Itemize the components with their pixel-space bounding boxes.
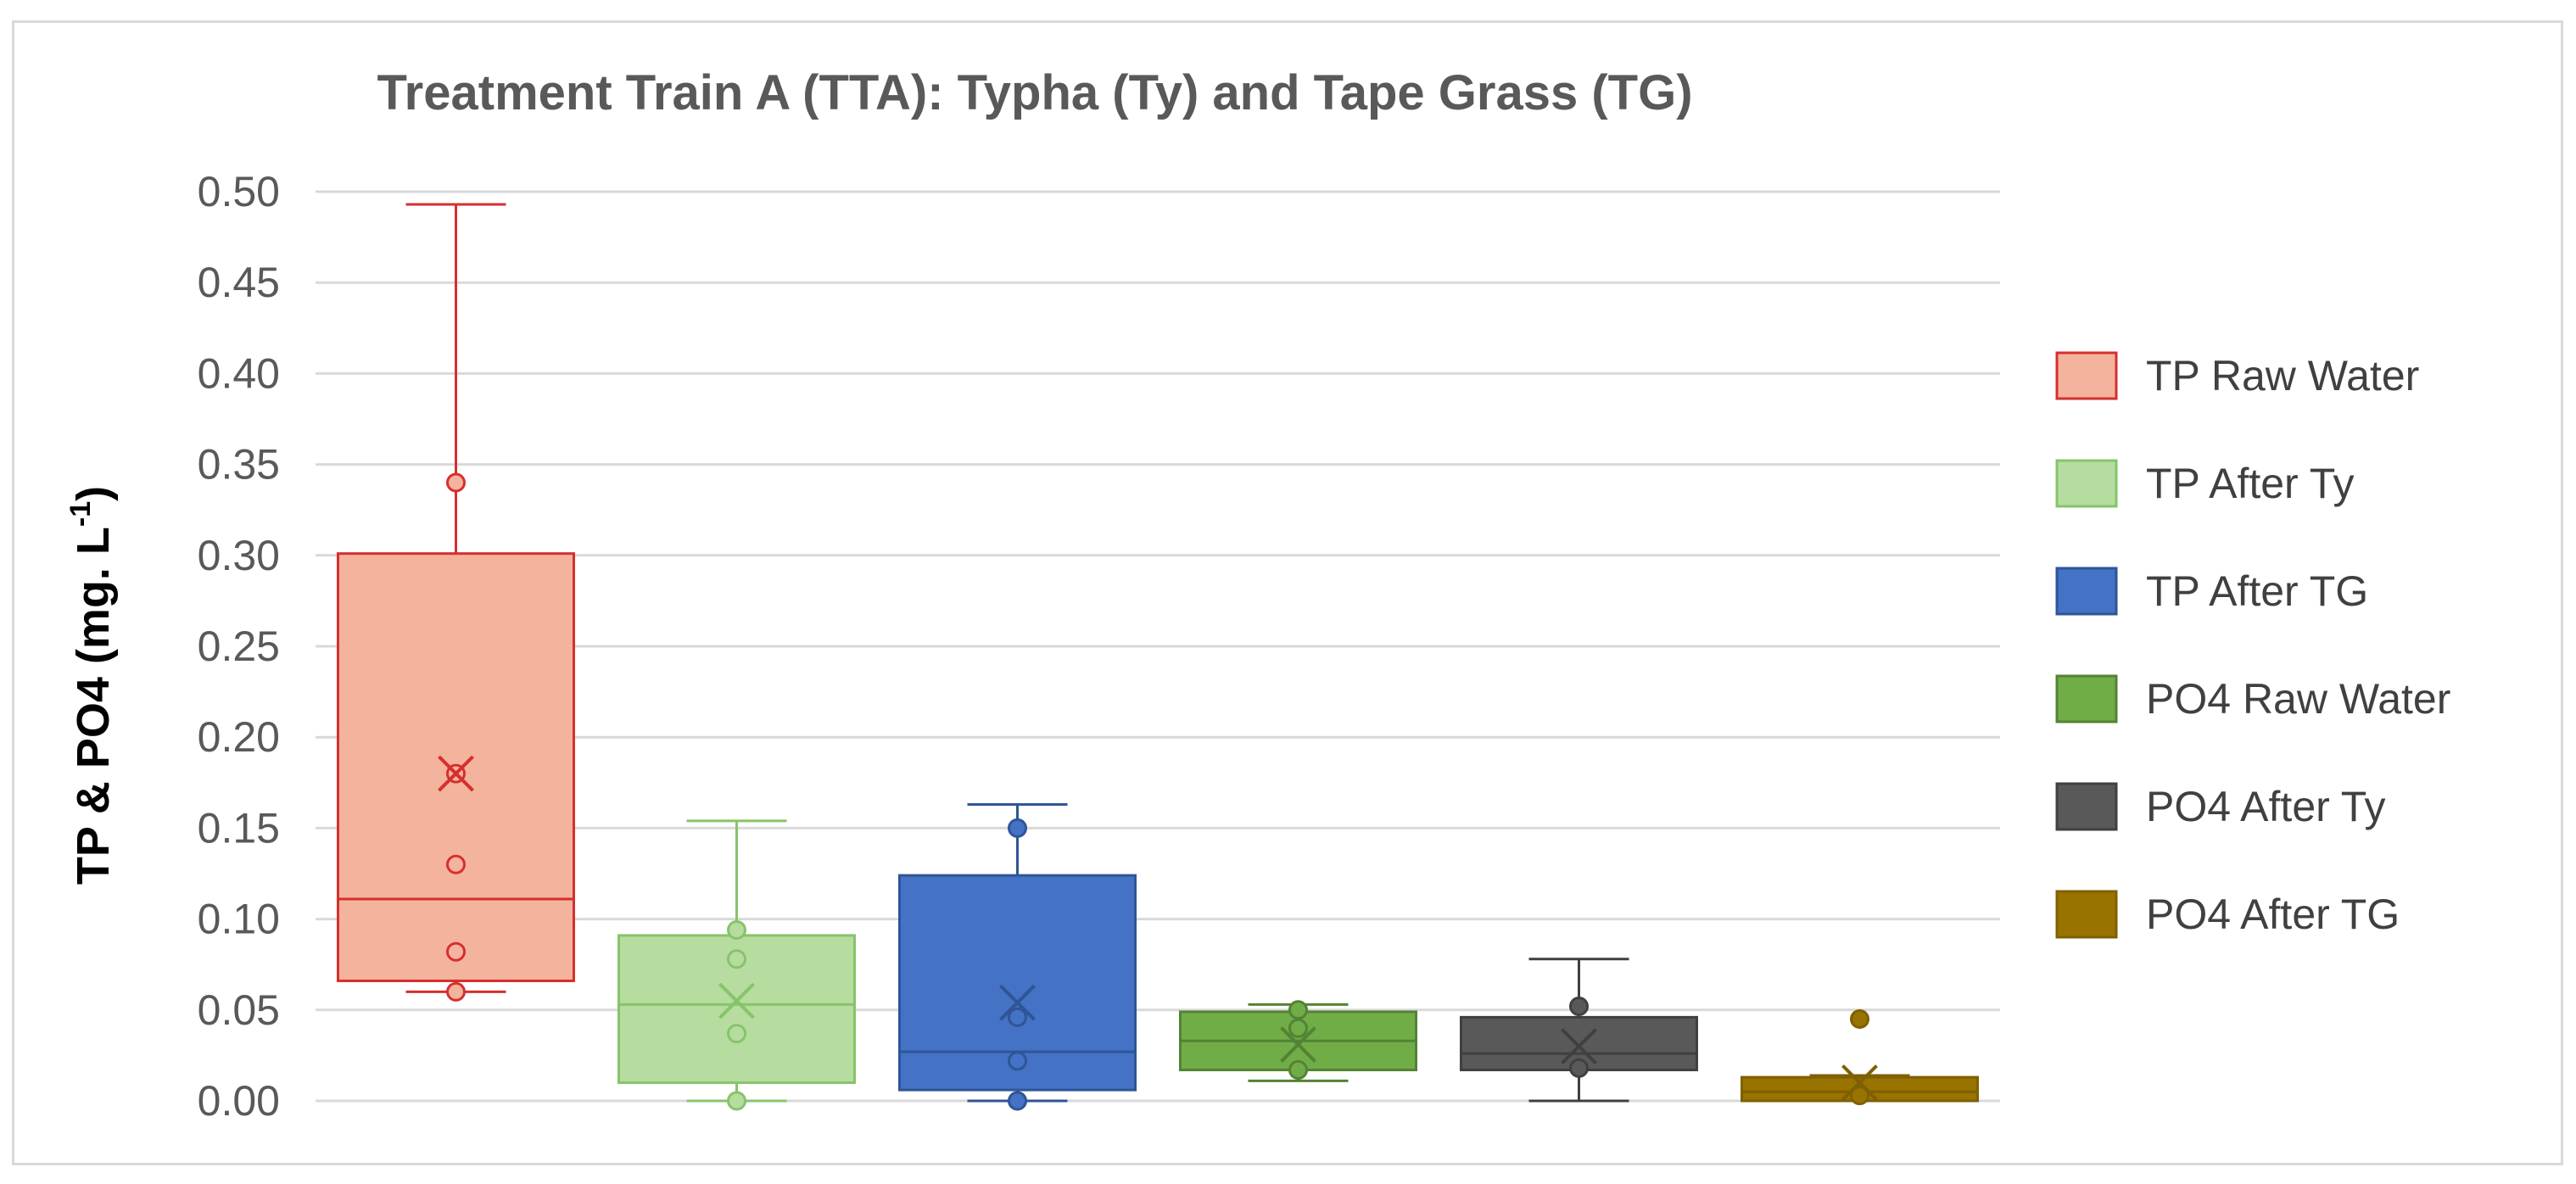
- data-point: [1850, 1086, 1869, 1106]
- legend-label: TP After Ty: [2146, 460, 2354, 507]
- legend: TP Raw Water TP After Ty TP After TG PO4 Ra…: [2055, 351, 2450, 939]
- data-point: [1850, 1009, 1869, 1030]
- y-axis-ticks: 0.50 0.45 0.40 0.35 0.30 0.25 0.20 0.15 0.10 0.05…: [198, 168, 280, 1125]
- data-point: [1288, 1000, 1308, 1020]
- y-tick-label: 0.00: [198, 1077, 280, 1125]
- legend-label: PO4 After Ty: [2146, 783, 2386, 830]
- mean-marker: [1280, 1026, 1316, 1063]
- legend-swatch: [2055, 674, 2118, 723]
- mean-marker: [438, 755, 474, 792]
- legend-label: PO4 Raw Water: [2146, 675, 2450, 723]
- mean-marker: [1841, 1064, 1878, 1101]
- mean-marker: [718, 982, 755, 1019]
- legend-label: PO4 After TG: [2146, 891, 2400, 938]
- y-tick-label: 0.15: [198, 804, 280, 852]
- data-point: [446, 981, 466, 1002]
- y-tick-label: 0.05: [198, 986, 280, 1034]
- box-po4-after-tg: [1741, 1009, 1979, 1106]
- data-point: [1008, 818, 1027, 838]
- data-point: [1008, 1091, 1027, 1111]
- data-point: [1008, 1007, 1027, 1027]
- legend-swatch: [2055, 351, 2118, 400]
- box-po4-after-ty: [1460, 958, 1698, 1103]
- y-tick-label: 0.45: [198, 259, 280, 306]
- data-point: [727, 919, 746, 940]
- data-point: [1288, 1018, 1308, 1038]
- legend-label: TP After TG: [2146, 567, 2368, 615]
- y-tick-label: 0.35: [198, 441, 280, 489]
- box-tp-raw-water: [337, 203, 575, 1002]
- y-tick-label: 0.20: [198, 713, 280, 761]
- y-axis-label: TP & PO4 (mg. L-1): [64, 486, 119, 885]
- gridlines: [316, 190, 2000, 1103]
- box-tp-after-ty: [617, 819, 856, 1111]
- legend-swatch: [2055, 459, 2118, 508]
- legend-swatch: [2055, 782, 2118, 831]
- legend-label: TP Raw Water: [2146, 352, 2419, 399]
- legend-swatch: [2055, 567, 2118, 616]
- box-po4-raw-water: [1179, 1000, 1417, 1082]
- legend-item: PO4 Raw Water: [2055, 674, 2450, 723]
- y-tick-label: 0.25: [198, 623, 280, 670]
- chart-title: Treatment Train A (TTA): Typha (Ty) and …: [377, 65, 1693, 120]
- y-tick-label: 0.40: [198, 349, 280, 397]
- box-tp-after-tg: [898, 803, 1137, 1111]
- data-point: [446, 854, 466, 874]
- y-tick-label: 0.30: [198, 532, 280, 579]
- data-point: [727, 949, 746, 969]
- legend-item: TP After Ty: [2055, 459, 2354, 508]
- y-tick-label: 0.50: [198, 168, 280, 215]
- legend-item: PO4 After TG: [2055, 890, 2400, 939]
- data-point: [1008, 1051, 1027, 1071]
- mean-marker: [999, 984, 1036, 1021]
- legend-item: TP After TG: [2055, 567, 2368, 616]
- data-point: [446, 472, 466, 493]
- data-point: [1288, 1060, 1308, 1081]
- data-point: [446, 941, 466, 962]
- legend-item: TP Raw Water: [2055, 351, 2419, 400]
- legend-item: PO4 After Ty: [2055, 782, 2386, 831]
- legend-swatch: [2055, 890, 2118, 939]
- data-point: [727, 1024, 746, 1044]
- y-tick-label: 0.10: [198, 896, 280, 943]
- data-point: [727, 1091, 746, 1111]
- mean-marker: [1561, 1028, 1597, 1065]
- data-point: [1569, 997, 1589, 1017]
- data-point: [1569, 1058, 1589, 1078]
- box-series: [337, 203, 1979, 1111]
